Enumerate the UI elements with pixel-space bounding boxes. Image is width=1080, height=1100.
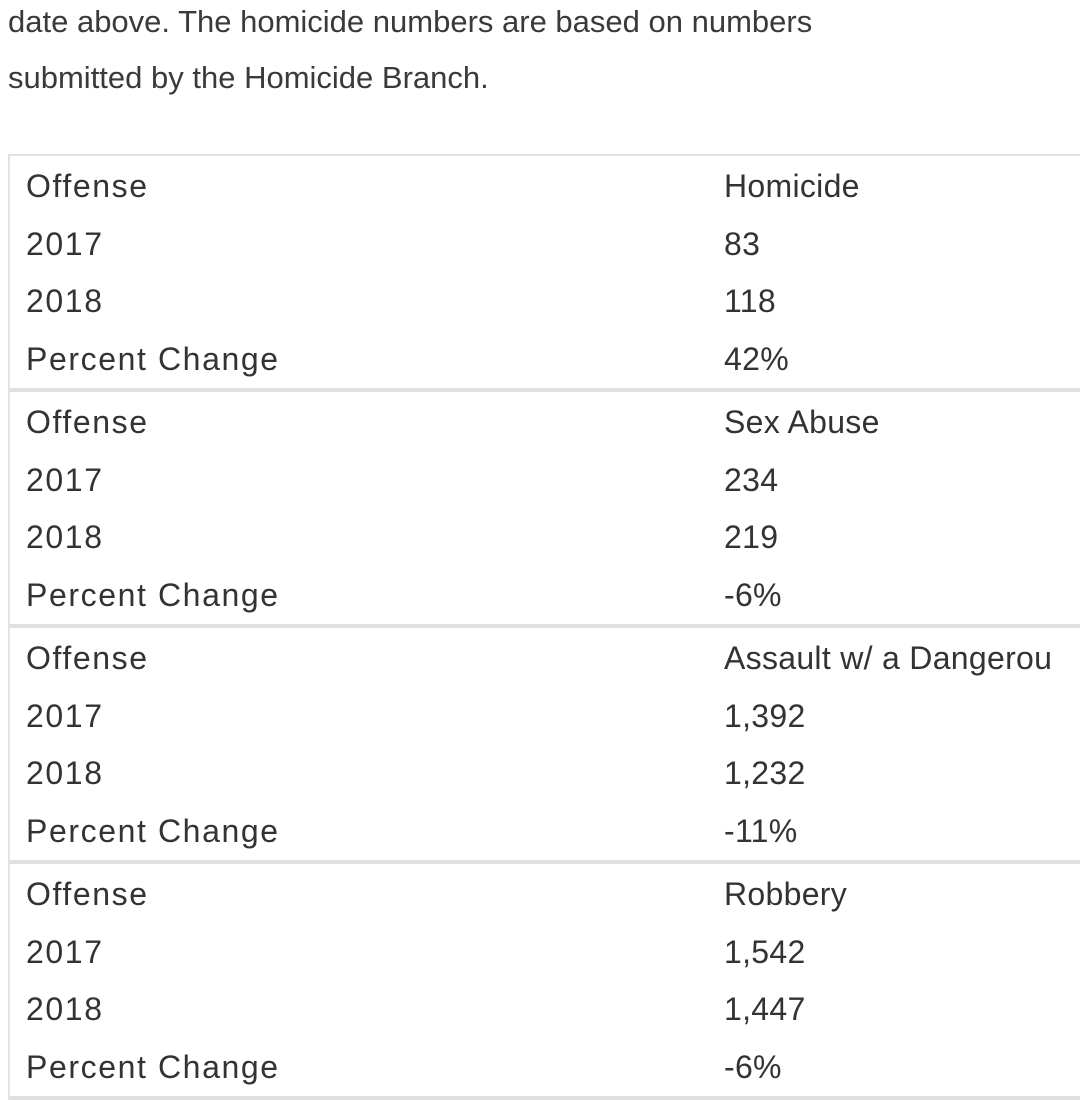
row-value: Sex Abuse [724, 404, 880, 441]
intro-line: submitted by the Homicide Branch. [8, 60, 489, 95]
row-value: 1,232 [724, 755, 806, 792]
table-row: Percent Change 42% [10, 331, 1080, 389]
row-label: Percent Change [26, 576, 280, 613]
row-value: 1,392 [724, 697, 806, 734]
row-value: -6% [724, 1048, 782, 1085]
table-row: 2018 118 [10, 273, 1080, 331]
table-row: 2017 234 [10, 452, 1080, 510]
row-label: 2017 [26, 225, 104, 262]
table-row: Percent Change -11% [10, 803, 1080, 861]
table-row: Offense Sex Abuse [10, 394, 1080, 452]
intro-text: date above. The homicide numbers are bas… [8, 0, 812, 106]
row-value: 118 [724, 283, 776, 320]
table-row: 2018 1,447 [10, 981, 1080, 1039]
row-label: 2017 [26, 461, 104, 498]
row-label: 2018 [26, 519, 104, 556]
intro-line: date above. The homicide numbers are bas… [8, 4, 813, 39]
row-value: Homicide [724, 168, 860, 205]
row-value: Assault w/ a Dangerou [724, 640, 1053, 677]
offense-table: Offense Homicide 2017 83 2018 118 Percent Chan… [8, 154, 1080, 1100]
row-label: Percent Change [26, 1048, 280, 1085]
row-label: Percent Change [26, 340, 280, 377]
row-label: 2017 [26, 697, 104, 734]
row-label: Offense [26, 168, 149, 205]
offense-group: Offense Assault w/ a Dangerou 2017 1,392 201… [10, 628, 1080, 864]
table-row: 2017 1,392 [10, 688, 1080, 746]
table-row: 2017 83 [10, 216, 1080, 274]
offense-group: Offense Homicide 2017 83 2018 118 Percent Chan… [10, 156, 1080, 392]
table-row: 2018 1,232 [10, 745, 1080, 803]
table-row: Offense Robbery [10, 866, 1080, 924]
row-value: 234 [724, 461, 779, 498]
table-row: 2017 1,542 [10, 924, 1080, 982]
row-label: Percent Change [26, 812, 280, 849]
row-value: 1,447 [724, 991, 806, 1028]
row-label: 2018 [26, 283, 104, 320]
row-value: 1,542 [724, 933, 806, 970]
offense-group: Offense Robbery 2017 1,542 2018 1,447 Percent … [10, 864, 1080, 1100]
row-label: 2018 [26, 991, 104, 1028]
table-row: Offense Homicide [10, 158, 1080, 216]
offense-group: Offense Sex Abuse 2017 234 2018 219 Percent Ch… [10, 392, 1080, 628]
row-label: 2018 [26, 755, 104, 792]
row-label: Offense [26, 876, 149, 913]
row-value: -11% [724, 812, 798, 849]
row-value: Robbery [724, 876, 848, 913]
row-label: Offense [26, 404, 149, 441]
table-row: Percent Change -6% [10, 1039, 1080, 1097]
row-label: Offense [26, 640, 149, 677]
row-value: 83 [724, 225, 761, 262]
table-row: Percent Change -6% [10, 567, 1080, 625]
row-value: 219 [724, 519, 779, 556]
row-value: 42% [724, 340, 789, 377]
row-value: -6% [724, 576, 782, 613]
table-row: 2018 219 [10, 509, 1080, 567]
table-row: Offense Assault w/ a Dangerou [10, 630, 1080, 688]
row-label: 2017 [26, 933, 104, 970]
